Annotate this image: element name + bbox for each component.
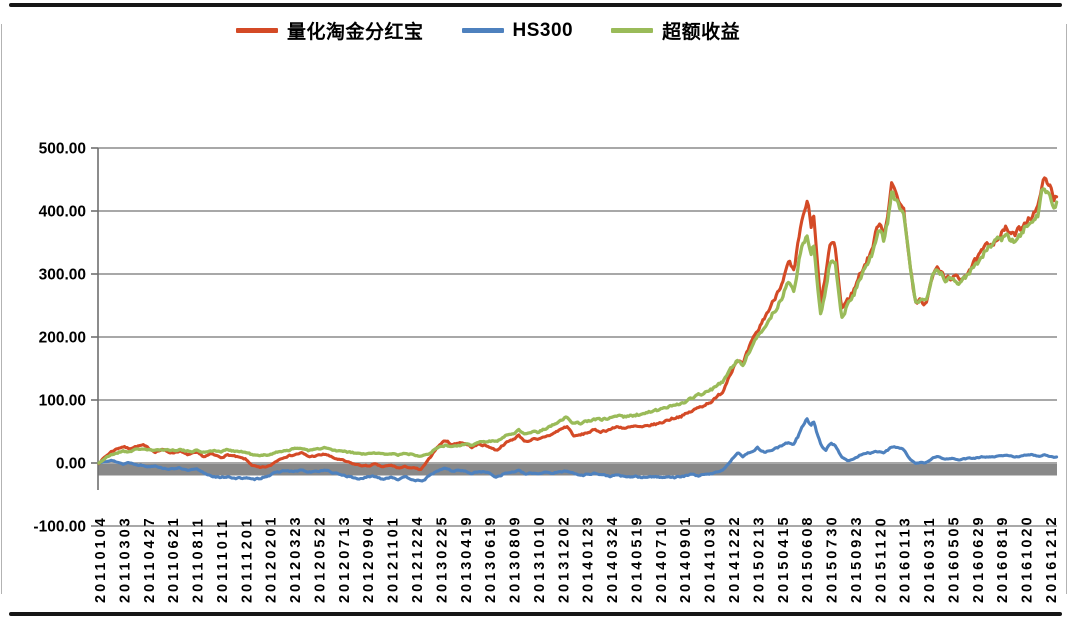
figure-border-top: [9, 3, 1062, 7]
legend-line-swatch-excess: [611, 28, 654, 33]
legend-label-hs300: HS300: [512, 19, 574, 41]
legend-line-swatch-fund: [236, 28, 278, 33]
x-tick-label: 20140710: [654, 514, 670, 603]
y-tick-label: 100.00: [39, 393, 86, 410]
x-tick-label: 20111011: [215, 517, 231, 603]
x-tick-label: 20141222: [727, 514, 743, 603]
y-tick-label: 500.00: [39, 141, 86, 158]
x-tick-label: 20151120: [873, 515, 889, 603]
legend-line-swatch-hs300: [461, 28, 504, 33]
x-tick-label: 20120323: [288, 514, 304, 603]
x-tick-label: 20121224: [410, 514, 426, 603]
x-tick-label: 20110621: [166, 515, 182, 603]
legend-label-excess: 超额收益: [662, 22, 741, 43]
x-tick-label: 20141030: [703, 514, 719, 603]
x-tick-label: 20150213: [751, 514, 767, 603]
y-tick-label: -100.00: [33, 519, 86, 536]
x-tick-label: 20110303: [117, 515, 133, 603]
x-tick-label: 20140519: [630, 514, 646, 603]
x-tick-label: 20130809: [508, 514, 524, 603]
x-tick-label: 20160505: [947, 514, 963, 603]
x-tick-label: 20160113: [898, 515, 914, 603]
x-tick-label: 20140901: [678, 514, 694, 603]
x-tick-label: 20120904: [361, 514, 377, 603]
x-tick-label: 20110104: [93, 515, 109, 603]
y-tick-label: 400.00: [39, 204, 86, 221]
x-tick-label: 20161212: [1044, 514, 1060, 603]
x-tick-label: 20111201: [239, 516, 255, 603]
x-tick-label: 20110427: [142, 515, 158, 603]
zero-axis-band: [98, 464, 1057, 476]
x-tick-label: 20131010: [532, 514, 548, 603]
x-tick-label: 20131202: [556, 514, 572, 603]
figure-border-right: [1066, 24, 1067, 594]
y-tick-label: 200.00: [39, 330, 86, 347]
x-tick-label: 20110811: [191, 516, 207, 603]
chart-legend: 量化淘金分红宝 HS300 超额收益: [236, 17, 740, 44]
y-tick-label: 0.00: [56, 456, 86, 473]
figure-border-bottom: [9, 612, 1062, 616]
series-line-hs300: [97, 417, 1059, 483]
y-tick-label: 300.00: [39, 267, 86, 284]
figure-border-left: [1, 24, 2, 594]
x-tick-label: 20150415: [776, 514, 792, 603]
x-tick-label: 20130619: [483, 514, 499, 603]
x-tick-label: 20160629: [971, 514, 987, 603]
series-line-excess: [97, 187, 1059, 465]
legend-item-excess: 超额收益: [611, 17, 740, 44]
x-tick-label: 20140123: [581, 514, 597, 603]
x-tick-label: 20150608: [800, 514, 816, 603]
x-tick-label: 20121101: [386, 515, 402, 603]
x-tick-label: 20150923: [849, 514, 865, 603]
x-tick-label: 20130419: [459, 514, 475, 603]
x-tick-label: 20161020: [1020, 514, 1036, 603]
series-line-fund: [97, 176, 1059, 472]
x-tick-label: 20160311: [922, 515, 938, 603]
legend-item-hs300: HS300: [461, 19, 574, 42]
x-tick-label: 20150730: [825, 514, 841, 603]
legend-label-fund: 量化淘金分红宝: [287, 22, 424, 43]
x-tick-label: 20160819: [995, 514, 1011, 603]
x-tick-label: 20130225: [434, 514, 450, 603]
legend-item-fund: 量化淘金分红宝: [236, 17, 424, 44]
x-tick-label: 20140324: [605, 514, 621, 603]
x-tick-label: 20120201: [264, 514, 280, 603]
x-tick-label: 20120713: [337, 514, 353, 603]
x-tick-label: 20120522: [313, 514, 329, 603]
